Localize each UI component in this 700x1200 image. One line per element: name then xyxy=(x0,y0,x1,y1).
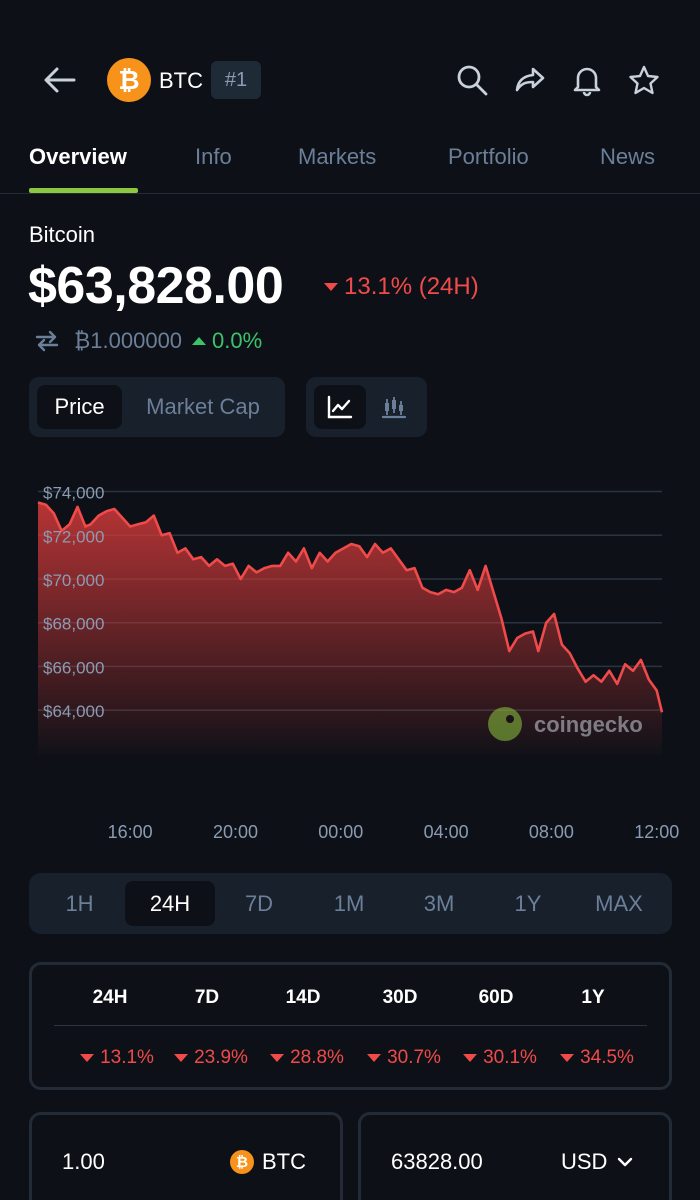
tab-info[interactable]: Info xyxy=(195,144,232,169)
btc-change-value: 0.0% xyxy=(212,328,263,353)
coingecko-watermark: coingecko xyxy=(488,707,643,741)
y-axis-tick-label: $72,000 xyxy=(43,527,104,546)
bell-icon[interactable] xyxy=(569,62,605,98)
perf-header-60d: 60D xyxy=(478,987,514,1008)
swap-icon xyxy=(34,328,60,354)
btc-value: ₿1.000000 xyxy=(74,328,183,353)
period-7d[interactable]: 7D xyxy=(244,890,274,916)
perf-header-1y: 1Y xyxy=(581,987,605,1008)
tab-news[interactable]: News xyxy=(600,144,656,169)
coingecko-watermark-text: coingecko xyxy=(534,712,643,737)
coin-name: Bitcoin xyxy=(29,222,96,247)
top-bar: ₿ BTC #1 xyxy=(0,48,700,112)
perf-header-24h: 24H xyxy=(92,987,128,1008)
perf-value-text: 13.1% xyxy=(100,1047,154,1068)
perf-value-text: 28.8% xyxy=(290,1047,344,1068)
period-1m[interactable]: 1M xyxy=(333,890,365,916)
caret-down-icon xyxy=(560,1054,575,1062)
btc-conversion-row: ₿1.000000 0.0% xyxy=(34,326,262,356)
converter-from-amount[interactable]: 1.00 xyxy=(62,1149,105,1174)
bitcoin-logo-icon: ₿ xyxy=(230,1150,254,1174)
currency-dropdown[interactable]: USD xyxy=(561,1149,635,1175)
perf-value-60d: 30.1% xyxy=(452,1047,548,1069)
period-1h[interactable]: 1H xyxy=(65,890,94,916)
price-change-24h-value: 13.1% (24H) xyxy=(344,273,479,300)
performance-divider xyxy=(54,1025,647,1026)
tab-overview[interactable]: Overview xyxy=(29,144,127,169)
line-chart-icon[interactable] xyxy=(314,385,366,429)
x-axis-tick-label: 12:00 xyxy=(634,822,679,842)
price-line xyxy=(37,501,664,713)
caret-up-icon xyxy=(192,337,207,345)
time-range-selector: 1H 24H 7D 1M 3M 1Y MAX xyxy=(29,873,672,934)
candlestick-chart-icon[interactable] xyxy=(368,385,420,429)
y-axis-tick-label: $64,000 xyxy=(43,702,104,721)
share-icon[interactable] xyxy=(512,62,548,98)
perf-value-30d: 30.7% xyxy=(356,1047,452,1069)
perf-value-1y: 34.5% xyxy=(549,1047,645,1069)
price-area xyxy=(38,502,662,755)
perf-header-14d: 14D xyxy=(285,987,321,1008)
tab-portfolio[interactable]: Portfolio xyxy=(448,144,529,169)
perf-value-7d: 23.9% xyxy=(163,1047,259,1069)
y-axis-tick-label: $70,000 xyxy=(43,571,104,590)
star-icon[interactable] xyxy=(626,62,662,98)
caret-down-icon xyxy=(324,283,338,291)
price-marketcap-toggle: Price Market Cap xyxy=(29,377,285,437)
period-max[interactable]: MAX xyxy=(595,890,643,916)
perf-value-text: 34.5% xyxy=(580,1047,634,1068)
search-icon[interactable] xyxy=(454,62,490,98)
converter-to-unit-label: USD xyxy=(561,1149,608,1174)
bitcoin-logo-icon: ₿ xyxy=(107,58,151,102)
toggle-market-cap[interactable]: Market Cap xyxy=(146,394,260,419)
y-axis-tick-label: $66,000 xyxy=(43,658,104,677)
x-axis-tick-label: 08:00 xyxy=(529,822,574,842)
caret-down-icon xyxy=(463,1054,478,1062)
price-chart[interactable]: $74,000 $72,000 $70,000 $68,000 $66,000 $64,0… xyxy=(0,470,700,850)
perf-value-24h: 13.1% xyxy=(69,1047,165,1069)
converter-from-field[interactable]: 1.00 ₿ BTC xyxy=(29,1112,343,1200)
perf-value-14d: 28.8% xyxy=(259,1047,355,1069)
caret-down-icon xyxy=(367,1054,382,1062)
converter-from-unit: ₿ BTC xyxy=(230,1149,306,1175)
chevron-down-icon xyxy=(615,1152,635,1172)
converter-to-amount[interactable]: 63828.00 xyxy=(391,1149,483,1174)
chart-type-toggle xyxy=(306,377,427,437)
period-1y[interactable]: 1Y xyxy=(514,890,542,916)
period-3m[interactable]: 3M xyxy=(423,890,455,916)
performance-table: 24H 7D 14D 30D 60D 1Y 13.1% 23.9% 28.8% … xyxy=(29,962,672,1090)
tab-markets[interactable]: Markets xyxy=(298,144,377,169)
perf-header-30d: 30D xyxy=(382,987,418,1008)
caret-down-icon xyxy=(270,1054,285,1062)
back-arrow-icon[interactable] xyxy=(40,62,80,98)
y-axis-tick-label: $74,000 xyxy=(43,484,104,503)
converter-from-unit-label: BTC xyxy=(262,1149,306,1174)
caret-down-icon xyxy=(174,1054,189,1062)
caret-down-icon xyxy=(80,1054,95,1062)
price-change-24h: 13.1% (24H) xyxy=(324,273,479,301)
perf-value-text: 30.1% xyxy=(483,1047,537,1068)
coin-symbol: BTC xyxy=(159,68,203,93)
x-axis-tick-label: 20:00 xyxy=(213,822,258,842)
section-tabs: Overview Info Markets Portfolio News xyxy=(0,130,700,194)
x-axis-tick-label: 04:00 xyxy=(424,822,469,842)
btc-change: 0.0% xyxy=(192,328,262,354)
perf-header-7d: 7D xyxy=(194,987,220,1008)
current-price: $63,828.00 xyxy=(28,257,284,315)
toggle-price[interactable]: Price xyxy=(37,385,122,429)
x-axis-tick-label: 00:00 xyxy=(318,822,363,842)
active-tab-indicator xyxy=(29,188,138,193)
y-axis-tick-label: $68,000 xyxy=(43,615,104,634)
perf-value-text: 30.7% xyxy=(387,1047,441,1068)
rank-badge: #1 xyxy=(211,61,261,99)
period-24h[interactable]: 24H xyxy=(125,881,215,926)
converter-to-field[interactable]: 63828.00 USD xyxy=(358,1112,672,1200)
x-axis-tick-label: 16:00 xyxy=(108,822,153,842)
price-chart-svg: $74,000 $72,000 $70,000 $68,000 $66,000 $64,0… xyxy=(37,484,679,842)
perf-value-text: 23.9% xyxy=(194,1047,248,1068)
